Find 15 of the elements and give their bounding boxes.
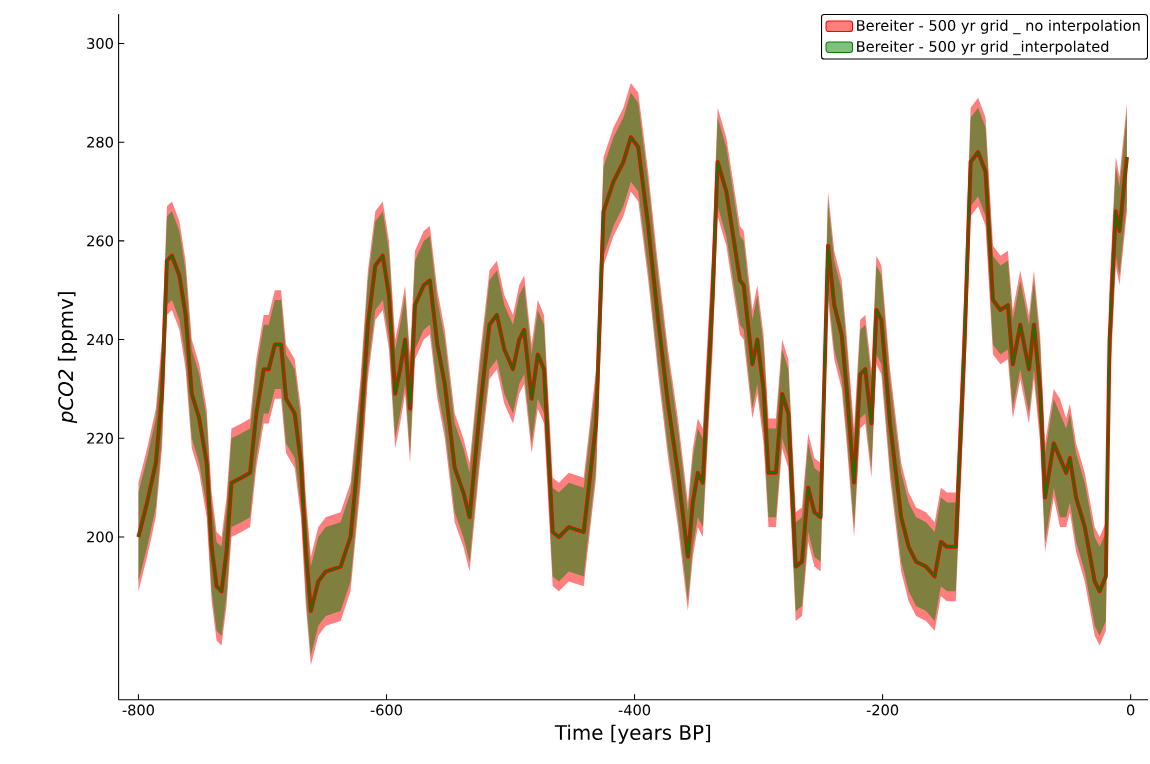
- x-axis-title: Time [years BP]: [554, 724, 711, 744]
- y-tick-label: 280: [87, 136, 113, 148]
- x-tick-label: -800: [122, 704, 154, 716]
- y-axis-title: pCO2 [ppmv]: [57, 291, 78, 424]
- legend-label: Bereiter - 500 yr grid _interpolated: [857, 40, 1109, 56]
- y-tick-label: 260: [87, 235, 113, 247]
- x-tick-label: -600: [370, 704, 403, 716]
- y-tick-label: 300: [87, 37, 113, 49]
- y-tick-label: 200: [87, 531, 113, 543]
- x-tick-label: 0: [1126, 704, 1135, 716]
- y-tick-label: 220: [87, 432, 113, 444]
- x-tick-label: -200: [866, 704, 899, 716]
- x-tick-label: -400: [618, 704, 651, 716]
- legend-label: Bereiter - 500 yr grid _ no interpolation: [857, 19, 1140, 35]
- y-tick-label: 240: [87, 333, 113, 345]
